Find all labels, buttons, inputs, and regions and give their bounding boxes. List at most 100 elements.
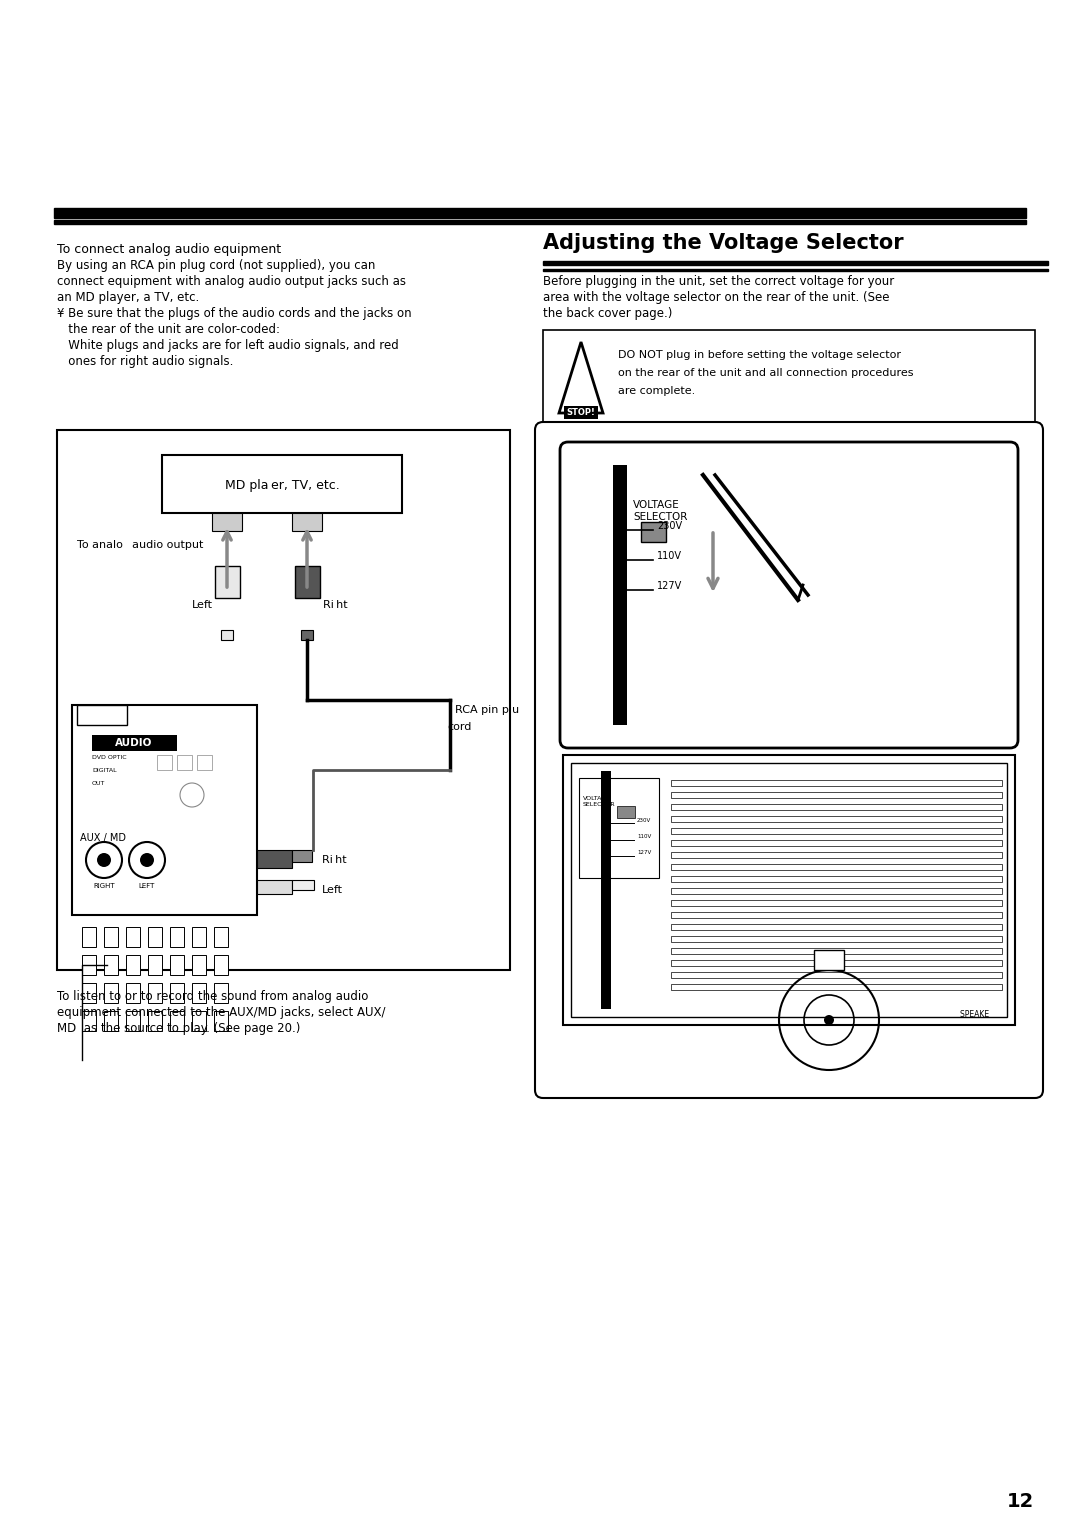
Bar — [192, 954, 206, 976]
Bar — [77, 705, 127, 725]
Bar — [543, 330, 1035, 425]
Bar — [214, 1011, 228, 1031]
Bar — [148, 983, 162, 1003]
Bar — [671, 793, 1002, 799]
Bar — [671, 936, 1002, 942]
Text: Ri ht: Ri ht — [323, 600, 348, 609]
Bar — [295, 567, 320, 599]
Text: DIGITAL: DIGITAL — [92, 768, 117, 773]
Bar — [671, 948, 1002, 954]
Text: SPEAKE: SPEAKE — [960, 1009, 990, 1019]
Bar — [82, 1011, 96, 1031]
Bar — [148, 927, 162, 947]
Text: connect equipment with analog audio output jacks such as: connect equipment with analog audio outp… — [57, 275, 406, 289]
Text: Before plugging in the unit, set the correct voltage for your: Before plugging in the unit, set the cor… — [543, 275, 894, 289]
Text: Left: Left — [322, 886, 343, 895]
Text: 110V: 110V — [637, 834, 651, 840]
Bar — [170, 954, 184, 976]
Bar — [543, 261, 1048, 266]
Text: area with the voltage selector on the rear of the unit. (See: area with the voltage selector on the re… — [543, 292, 890, 304]
Bar — [292, 880, 314, 890]
Circle shape — [140, 854, 154, 867]
Bar — [671, 805, 1002, 809]
Text: AUX / MD: AUX / MD — [80, 834, 126, 843]
Bar — [292, 851, 312, 863]
Bar — [671, 864, 1002, 870]
Bar — [177, 754, 192, 770]
Text: DO NOT plug in before setting the voltage selector: DO NOT plug in before setting the voltag… — [618, 350, 901, 360]
Bar — [671, 973, 1002, 977]
Circle shape — [824, 1015, 834, 1025]
Text: 230V: 230V — [637, 817, 651, 823]
Bar — [671, 960, 1002, 967]
Bar — [126, 983, 140, 1003]
Bar — [72, 705, 257, 915]
Bar — [671, 876, 1002, 883]
Bar — [82, 983, 96, 1003]
Bar — [192, 1011, 206, 1031]
Bar — [671, 983, 1002, 989]
Bar — [170, 983, 184, 1003]
Text: VOLTAGE
SELECTOR: VOLTAGE SELECTOR — [583, 796, 616, 806]
Text: OUT: OUT — [92, 780, 106, 786]
Bar — [671, 852, 1002, 858]
Bar — [162, 455, 402, 513]
Bar — [104, 983, 118, 1003]
Bar — [57, 431, 510, 970]
Text: 110V: 110V — [657, 551, 681, 560]
Text: By using an RCA pin plug cord (not supplied), you can: By using an RCA pin plug cord (not suppl… — [57, 260, 376, 272]
Bar — [257, 880, 292, 893]
Text: 127V: 127V — [637, 851, 651, 855]
Bar — [126, 954, 140, 976]
Bar — [170, 1011, 184, 1031]
Bar — [92, 734, 177, 751]
Text: the rear of the unit are color-coded:: the rear of the unit are color-coded: — [57, 324, 280, 336]
Text: Ri ht: Ri ht — [322, 855, 347, 864]
Bar — [148, 954, 162, 976]
Bar — [82, 927, 96, 947]
Bar — [54, 208, 1026, 218]
Text: 12: 12 — [1007, 1492, 1034, 1512]
Bar — [126, 1011, 140, 1031]
Bar — [613, 466, 627, 725]
Circle shape — [97, 854, 111, 867]
Bar — [82, 954, 96, 976]
Text: Left: Left — [192, 600, 213, 609]
Bar — [192, 983, 206, 1003]
Bar — [814, 950, 843, 970]
Bar — [671, 828, 1002, 834]
Text: 127V: 127V — [657, 580, 683, 591]
Text: RIGHT: RIGHT — [93, 883, 114, 889]
Bar — [571, 764, 1007, 1017]
Bar — [257, 851, 292, 867]
Text: To connect analog audio equipment: To connect analog audio equipment — [57, 243, 281, 257]
Bar — [104, 1011, 118, 1031]
Text: on the rear of the unit and all connection procedures: on the rear of the unit and all connecti… — [618, 368, 914, 379]
Text: VOLTAGE
SELECTOR: VOLTAGE SELECTOR — [633, 499, 687, 522]
Bar — [671, 899, 1002, 906]
Bar — [214, 954, 228, 976]
Text: ones for right audio signals.: ones for right audio signals. — [57, 354, 233, 368]
Bar — [671, 889, 1002, 893]
Text: To analo   audio output: To analo audio output — [77, 541, 203, 550]
Bar — [301, 631, 313, 640]
Text: 230V: 230V — [657, 521, 683, 531]
Bar — [579, 777, 659, 878]
Text: ¥ Be sure that the plugs of the audio cords and the jacks on: ¥ Be sure that the plugs of the audio co… — [57, 307, 411, 321]
Text: MD pla er, TV, etc.: MD pla er, TV, etc. — [225, 479, 339, 493]
Bar — [671, 912, 1002, 918]
Bar — [148, 1011, 162, 1031]
Bar — [170, 927, 184, 947]
Text: RCA pin plu: RCA pin plu — [455, 705, 522, 715]
Bar — [543, 269, 1048, 270]
FancyBboxPatch shape — [561, 441, 1018, 748]
Text: MD  as the source to play. (See page 20.): MD as the source to play. (See page 20.) — [57, 1022, 300, 1035]
Bar — [104, 927, 118, 947]
Text: cord: cord — [447, 722, 471, 731]
Text: To listen to or to record the sound from analog audio: To listen to or to record the sound from… — [57, 989, 368, 1003]
Text: an MD player, a TV, etc.: an MD player, a TV, etc. — [57, 292, 199, 304]
Bar — [192, 927, 206, 947]
Text: are complete.: are complete. — [618, 386, 696, 395]
Text: White plugs and jacks are for left audio signals, and red: White plugs and jacks are for left audio… — [57, 339, 399, 353]
Text: equipment connected to the AUX/MD jacks, select AUX/: equipment connected to the AUX/MD jacks,… — [57, 1006, 386, 1019]
